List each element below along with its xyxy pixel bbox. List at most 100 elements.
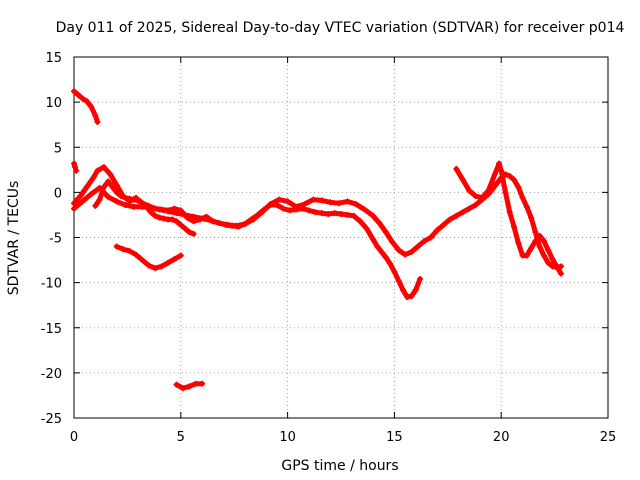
data-point (171, 256, 178, 263)
x-tick-label: 5 (177, 430, 185, 445)
data-point (549, 256, 556, 263)
y-axis-label: SDTVAR / TECUs (6, 181, 22, 296)
y-tick-label: 0 (54, 186, 62, 201)
data-point (139, 200, 146, 207)
data-point (453, 165, 460, 172)
data-point (421, 238, 428, 245)
data-point (387, 260, 394, 267)
data-point (92, 112, 99, 119)
data-point (156, 214, 163, 221)
data-point (190, 213, 197, 220)
data-point (207, 217, 214, 224)
data-point (382, 254, 389, 261)
x-tick-label: 0 (70, 430, 78, 445)
data-point (389, 239, 396, 246)
data-point (173, 381, 180, 388)
data-point (466, 205, 473, 212)
data-point (186, 383, 193, 390)
data-point (361, 206, 368, 213)
data-point (109, 183, 116, 190)
data-point (130, 196, 137, 203)
data-point (540, 238, 547, 245)
data-point (312, 209, 319, 216)
data-point (523, 203, 530, 210)
data-point (73, 167, 80, 174)
data-point (414, 243, 421, 250)
data-point (179, 385, 186, 392)
data-point (173, 218, 180, 225)
data-point (113, 198, 120, 205)
data-point (523, 252, 530, 259)
data-point (318, 210, 325, 217)
data-point (395, 247, 402, 254)
data-point (233, 222, 240, 229)
data-point (241, 220, 248, 227)
data-point (122, 194, 129, 201)
data-point (363, 225, 370, 232)
chart-title: Day 011 of 2025, Sidereal Day-to-day VTE… (56, 20, 625, 36)
y-tick-label: 5 (54, 141, 62, 156)
data-point (370, 212, 377, 219)
data-point (77, 192, 84, 199)
series-p014-a (71, 88, 101, 125)
data-point (434, 227, 441, 234)
data-point (370, 236, 377, 243)
y-tick-label: -25 (41, 412, 62, 427)
data-point (493, 180, 500, 187)
data-point (199, 215, 206, 222)
data-point (286, 207, 293, 214)
data-point (472, 192, 479, 199)
series-p014-c (71, 164, 424, 301)
data-point (186, 229, 193, 236)
data-point (338, 211, 344, 218)
y-tick-label: -20 (41, 367, 62, 382)
data-point (182, 225, 189, 232)
data-point (199, 380, 206, 387)
data-point (498, 167, 505, 174)
data-point (113, 182, 120, 189)
axis-ticks: 0 5 10 15 20 25 -25 -20 -15 -10 -5 0 5 10 15 (41, 51, 617, 445)
data-point (100, 164, 107, 171)
data-point (107, 171, 114, 178)
data-point (553, 263, 560, 270)
data-point (145, 262, 152, 269)
data-point (216, 220, 223, 227)
data-point (417, 276, 424, 283)
data-point (293, 203, 300, 210)
data-point (301, 201, 308, 208)
data-point (158, 263, 165, 270)
data-point (511, 176, 518, 183)
data-point (75, 91, 82, 98)
data-point (88, 103, 95, 110)
data-point (152, 212, 159, 219)
data-point (331, 210, 338, 217)
data-point (83, 183, 90, 190)
data-point (440, 221, 447, 228)
series-p014-b (71, 160, 80, 174)
data-point (412, 286, 419, 293)
data-point (147, 209, 154, 216)
data-point (515, 183, 522, 190)
series-p014-h (173, 380, 206, 392)
data-point (117, 192, 124, 199)
data-point (318, 197, 325, 204)
data-point (374, 243, 381, 250)
data-point (472, 202, 479, 209)
data-point (453, 212, 460, 219)
data-point (132, 251, 139, 258)
series-band (71, 164, 423, 300)
data-point (92, 202, 99, 209)
data-point (335, 200, 342, 207)
data-point (532, 229, 539, 236)
x-tick-label: 10 (279, 430, 296, 445)
data-point (94, 167, 101, 174)
y-tick-label: -5 (49, 232, 62, 247)
data-point (71, 200, 77, 207)
data-point (536, 243, 543, 250)
data-point (90, 174, 97, 181)
data-point (485, 187, 492, 194)
data-point (71, 88, 77, 95)
data-series (71, 88, 565, 392)
data-point (496, 160, 503, 167)
data-point (258, 209, 265, 216)
